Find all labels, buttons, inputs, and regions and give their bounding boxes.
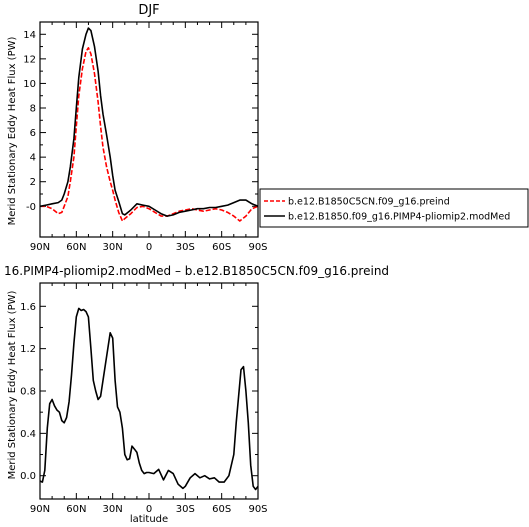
chart-panel-bottom: 16.PIMP4-pliomip2.modMed – b.e12.B1850C5… (4, 264, 389, 525)
legend-label-modmed: b.e12.B1850.f09_g16.PIMP4-pliomip2.modMe… (288, 212, 510, 223)
x-axis-label: latitude (130, 514, 168, 525)
x-tick-labels: 90N 60N 30N 0 30S 60S 90S (30, 504, 268, 515)
y-tick-label: 8 (30, 104, 36, 115)
y-tick-label: 2 (30, 177, 36, 188)
y-tick-labels: -0 2 4 6 8 10 12 14 (23, 30, 36, 213)
tick-marks (39, 283, 259, 499)
x-tick-label: 30N (103, 504, 123, 515)
y-tick-label: 14 (23, 30, 36, 41)
chart-title: 16.PIMP4-pliomip2.modMed – b.e12.B1850C5… (4, 264, 389, 278)
series-lines (39, 27, 259, 222)
plot-frame (39, 282, 259, 500)
y-axis-label: Merid Stationary Eddy Heat Flux (PW) (7, 37, 18, 226)
x-tick-label: 30N (103, 242, 123, 253)
x-tick-label: 60S (212, 504, 231, 515)
y-tick-label: 0.8 (20, 387, 36, 398)
y-tick-label: 6 (30, 128, 36, 139)
x-tick-label: 90S (248, 504, 267, 515)
legend-box (259, 188, 529, 228)
y-tick-label: 1.2 (20, 344, 36, 355)
legend-label-preind: b.e12.B1850C5CN.f09_g16.preind (288, 197, 450, 208)
series-line-0 (39, 307, 259, 491)
x-tick-label: 0 (146, 242, 152, 253)
tick-marks (39, 22, 259, 237)
series-lines (39, 307, 259, 491)
x-tick-label: 60S (212, 242, 231, 253)
x-tick-label: 60N (66, 504, 86, 515)
x-tick-labels: 90N 60N 30N 0 30S 60S 90S (30, 242, 268, 253)
y-tick-label: 10 (23, 79, 36, 90)
y-tick-label: -0 (26, 202, 36, 213)
series-line-0 (40, 46, 259, 222)
x-tick-label: 60N (66, 242, 86, 253)
y-tick-label: 0.4 (20, 429, 36, 440)
y-tick-label: 12 (23, 54, 36, 65)
x-tick-label: 30S (176, 504, 195, 515)
y-tick-label: 1.6 (20, 302, 36, 313)
series-line-1 (39, 27, 259, 217)
chart-panel-top: DJF Merid Stationary Eddy Heat Flux (PW)… (7, 3, 529, 253)
x-tick-label: 30S (176, 242, 195, 253)
x-tick-label: 90N (30, 504, 50, 515)
x-tick-label: 0 (146, 504, 152, 515)
legend: b.e12.B1850C5CN.f09_g16.preind b.e12.B18… (259, 188, 529, 228)
plot-frame (39, 21, 259, 238)
y-tick-label: 0.0 (20, 471, 36, 482)
y-tick-labels: 0.0 0.4 0.8 1.2 1.6 (20, 302, 36, 482)
x-tick-label: 90N (30, 242, 50, 253)
x-tick-label: 90S (248, 242, 267, 253)
y-axis-label: Merid Stationary Eddy Heat Flux (PW) (7, 291, 18, 480)
chart-title: DJF (138, 3, 159, 18)
y-tick-label: 4 (30, 153, 36, 164)
